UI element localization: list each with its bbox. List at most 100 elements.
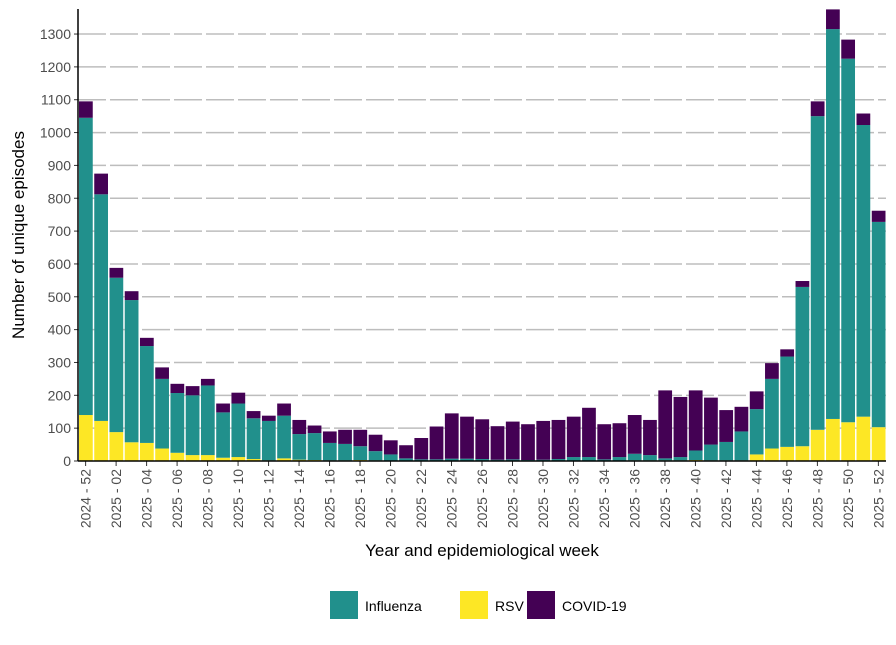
bar-influenza xyxy=(643,455,657,460)
bar-influenza xyxy=(308,433,322,460)
bar-covid-19 xyxy=(628,415,642,454)
bar-rsv xyxy=(170,453,184,461)
x-tick-label: 2025 - 30 xyxy=(535,469,551,528)
x-tick-label: 2025 - 04 xyxy=(139,469,155,528)
bar-influenza xyxy=(567,457,581,461)
bar-covid-19 xyxy=(857,114,871,125)
x-tick-label: 2025 - 24 xyxy=(444,469,460,528)
bar-covid-19 xyxy=(277,404,291,416)
y-tick-label: 100 xyxy=(48,420,72,436)
y-tick-label: 500 xyxy=(48,289,72,305)
y-tick-label: 1200 xyxy=(40,59,71,75)
bar-covid-19 xyxy=(536,421,550,460)
bar-covid-19 xyxy=(216,404,230,413)
bar-covid-19 xyxy=(384,440,398,454)
bar-covid-19 xyxy=(719,410,733,442)
y-tick-label: 300 xyxy=(48,354,72,370)
bar-covid-19 xyxy=(689,390,703,450)
bar-covid-19 xyxy=(872,211,886,222)
legend-swatch-covid-19 xyxy=(527,591,555,619)
bar-influenza xyxy=(186,395,200,455)
legend: Influenza RSV COVID-19 xyxy=(330,591,627,619)
bar-covid-19 xyxy=(201,379,215,386)
bar-influenza xyxy=(689,450,703,460)
bar-covid-19 xyxy=(292,420,306,434)
x-tick-label: 2025 - 18 xyxy=(352,469,368,528)
bar-influenza xyxy=(231,404,245,458)
y-tick-label: 1300 xyxy=(40,26,71,42)
bar-influenza xyxy=(628,454,642,461)
bar-influenza xyxy=(247,418,261,459)
bar-covid-19 xyxy=(552,420,566,459)
bar-covid-19 xyxy=(506,422,520,460)
bar-rsv xyxy=(750,454,764,461)
bar-influenza xyxy=(369,451,383,460)
bar-influenza xyxy=(140,346,154,443)
bar-influenza xyxy=(780,357,794,447)
bar-covid-19 xyxy=(231,393,245,404)
bars xyxy=(79,9,886,461)
bar-covid-19 xyxy=(125,291,139,300)
x-tick-label: 2025 - 34 xyxy=(596,469,612,528)
bar-rsv xyxy=(109,432,123,461)
legend-label-influenza: Influenza xyxy=(365,598,422,614)
bar-influenza xyxy=(719,442,733,460)
bar-influenza xyxy=(109,278,123,432)
y-axis-title: Number of unique episodes xyxy=(9,131,28,339)
bar-covid-19 xyxy=(567,417,581,457)
bar-covid-19 xyxy=(247,411,261,418)
bar-covid-19 xyxy=(109,268,123,278)
bar-influenza xyxy=(125,300,139,442)
bar-influenza xyxy=(735,431,749,460)
gridlines xyxy=(78,34,886,428)
bar-rsv xyxy=(186,455,200,461)
x-tick-label: 2025 - 38 xyxy=(657,469,673,528)
y-tick-label: 800 xyxy=(48,190,72,206)
bar-rsv xyxy=(811,430,825,461)
x-tick-label: 2025 - 14 xyxy=(291,469,307,528)
bar-covid-19 xyxy=(841,40,855,59)
bar-covid-19 xyxy=(826,9,840,29)
y-tick-label: 700 xyxy=(48,223,72,239)
bar-influenza xyxy=(292,434,306,460)
x-tick-label: 2025 - 48 xyxy=(809,469,825,528)
x-tick-label: 2025 - 06 xyxy=(169,469,185,528)
x-tick-label: 2025 - 42 xyxy=(718,469,734,528)
bar-covid-19 xyxy=(430,427,444,460)
legend-label-rsv: RSV xyxy=(495,598,524,614)
bar-covid-19 xyxy=(643,420,657,455)
bar-rsv xyxy=(94,421,108,461)
bar-covid-19 xyxy=(811,101,825,116)
y-tick-label: 900 xyxy=(48,157,72,173)
bar-covid-19 xyxy=(704,398,718,445)
bar-covid-19 xyxy=(308,426,322,434)
bar-rsv xyxy=(857,417,871,461)
bar-influenza xyxy=(857,125,871,417)
bar-covid-19 xyxy=(369,435,383,451)
bar-covid-19 xyxy=(780,349,794,356)
bar-covid-19 xyxy=(597,424,611,459)
bar-influenza xyxy=(216,412,230,457)
y-tick-label: 400 xyxy=(48,322,72,338)
bar-covid-19 xyxy=(521,424,535,460)
bar-influenza xyxy=(796,287,810,446)
bar-covid-19 xyxy=(613,423,627,457)
legend-label-covid-19: COVID-19 xyxy=(562,598,627,614)
bar-covid-19 xyxy=(353,430,367,446)
bar-influenza xyxy=(750,409,764,454)
y-tick-label: 1100 xyxy=(41,92,71,108)
bar-covid-19 xyxy=(765,363,779,379)
bar-covid-19 xyxy=(323,431,337,442)
bar-influenza xyxy=(323,443,337,460)
x-tick-label: 2025 - 32 xyxy=(565,469,581,528)
bar-covid-19 xyxy=(338,430,352,444)
bar-covid-19 xyxy=(460,417,474,459)
bar-covid-19 xyxy=(475,419,489,459)
bar-influenza xyxy=(841,59,855,423)
bar-influenza xyxy=(170,393,184,453)
bar-influenza xyxy=(674,457,688,460)
bar-influenza xyxy=(613,457,627,461)
bar-rsv xyxy=(155,449,169,461)
bar-covid-19 xyxy=(658,390,672,458)
